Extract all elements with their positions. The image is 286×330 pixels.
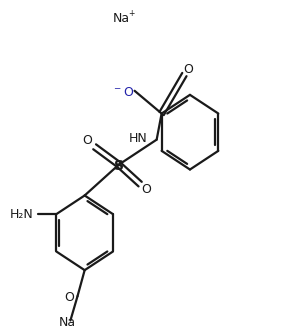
Text: $^+$: $^+$ [127,9,137,19]
Text: H₂N: H₂N [9,208,33,221]
Text: O: O [183,63,193,76]
Text: Na: Na [59,315,76,329]
Text: $^-$O: $^-$O [112,86,134,99]
Text: O: O [82,134,92,148]
Text: O: O [65,291,75,304]
Text: Na: Na [113,12,130,25]
Text: O: O [142,183,152,196]
Text: HN: HN [129,132,148,145]
Text: S: S [114,159,124,173]
